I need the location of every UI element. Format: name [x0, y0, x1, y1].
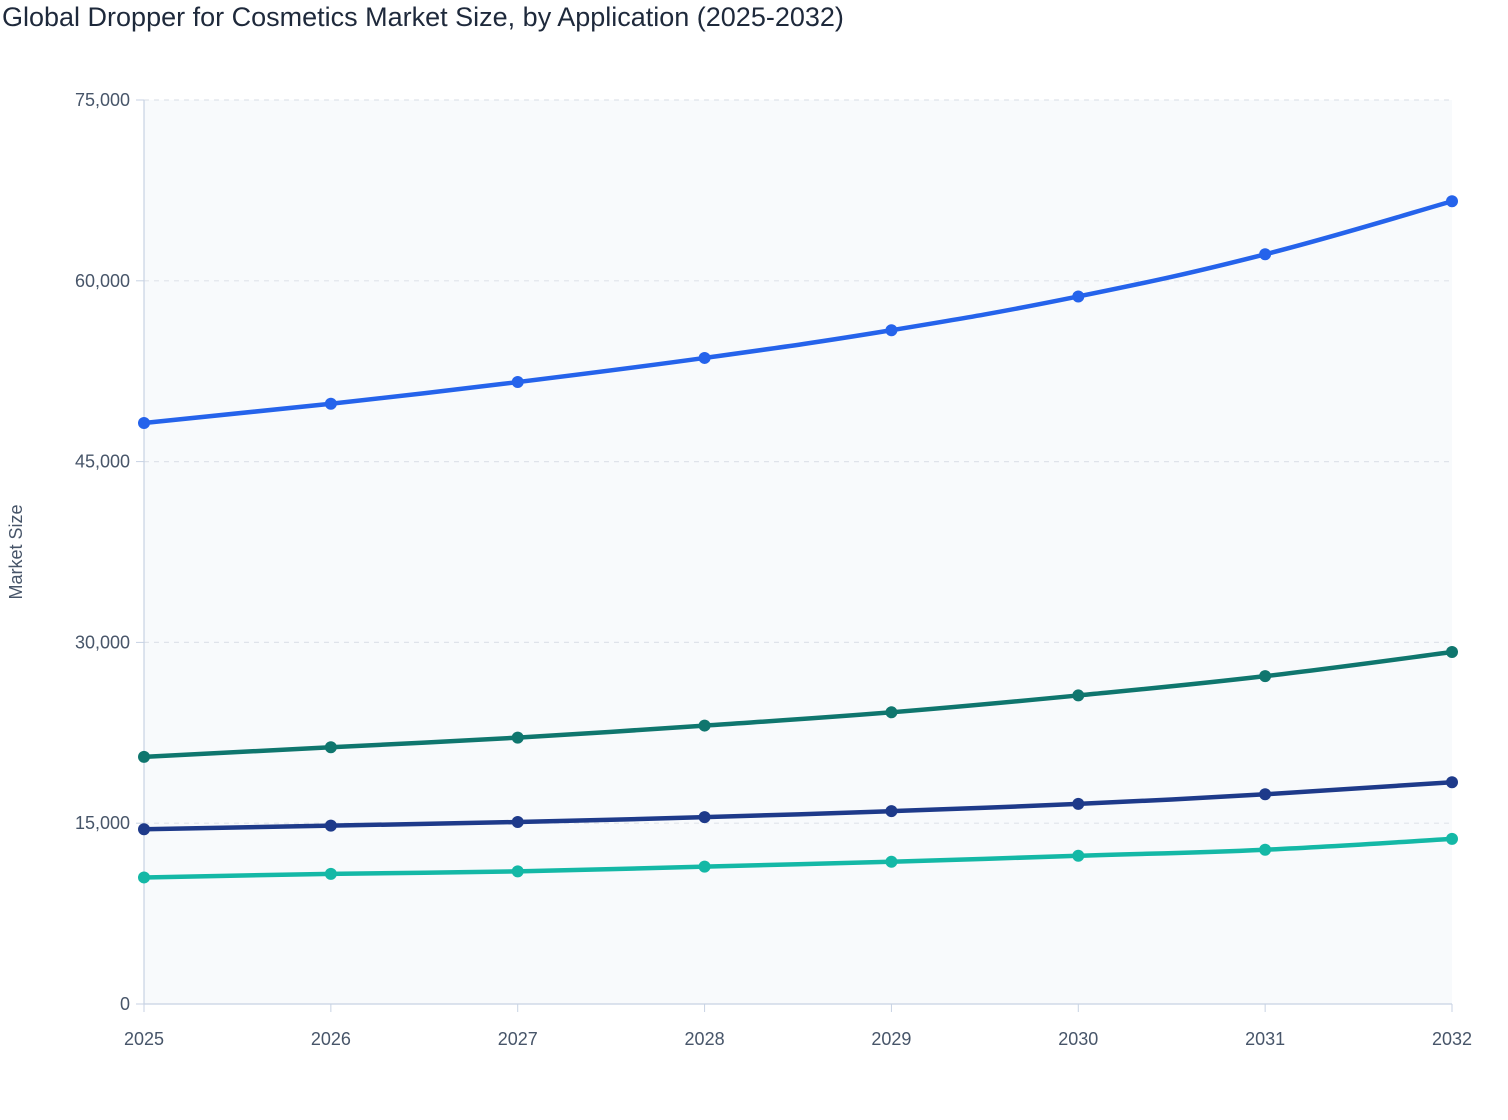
- data-point: [324, 867, 337, 880]
- x-tick-label: 2032: [1432, 1029, 1472, 1049]
- series-2: [138, 646, 1458, 763]
- data-point: [324, 397, 337, 410]
- y-tick-label: 45,000: [75, 452, 130, 472]
- y-tick-label: 15,000: [75, 813, 130, 833]
- data-point: [698, 719, 711, 732]
- data-point: [1446, 646, 1458, 659]
- data-point: [511, 376, 524, 389]
- x-tick-label: 2026: [311, 1029, 351, 1049]
- y-tick-label: 30,000: [75, 632, 130, 652]
- data-point: [324, 819, 337, 832]
- data-point: [1072, 290, 1085, 303]
- series-line: [141, 836, 1455, 880]
- data-point: [324, 741, 337, 754]
- data-point: [511, 815, 524, 828]
- axes: 0 15,000 30,000 45,000 60,000 75,000 2025 2026 2…: [75, 90, 1472, 1049]
- data-point: [138, 823, 150, 836]
- data-point: [1072, 849, 1085, 862]
- data-point: [885, 706, 898, 719]
- data-point: [511, 865, 524, 878]
- data-point: [1259, 843, 1272, 856]
- x-tick-label: 2030: [1058, 1029, 1098, 1049]
- series-4: [138, 832, 1458, 884]
- data-point: [1259, 670, 1272, 683]
- data-point: [1072, 689, 1085, 702]
- data-point: [1446, 195, 1458, 208]
- x-tick-label: 2025: [124, 1029, 164, 1049]
- data-point: [511, 731, 524, 744]
- y-axis-title: Market Size: [6, 504, 26, 599]
- series-line: [141, 649, 1455, 760]
- series-line: [141, 779, 1455, 832]
- series-layer: [138, 195, 1458, 884]
- y-tick-label: 75,000: [75, 90, 130, 110]
- data-point: [1446, 776, 1458, 789]
- data-point: [138, 750, 150, 763]
- data-point: [1446, 832, 1458, 845]
- series-line: [141, 198, 1455, 426]
- plot-area: [144, 100, 1452, 1004]
- data-point: [885, 324, 898, 337]
- series-3: [138, 776, 1458, 836]
- data-point: [138, 871, 150, 884]
- y-tick-label: 60,000: [75, 271, 130, 291]
- data-point: [698, 351, 711, 364]
- series-1: [138, 195, 1458, 430]
- x-tick-label: 2031: [1245, 1029, 1285, 1049]
- data-point: [1259, 248, 1272, 261]
- data-point: [885, 805, 898, 818]
- data-point: [885, 855, 898, 868]
- x-tick-label: 2027: [498, 1029, 538, 1049]
- chart-title: Global Dropper for Cosmetics Market Size…: [2, 2, 844, 32]
- data-point: [138, 417, 150, 430]
- data-point: [698, 860, 711, 873]
- data-point: [1259, 788, 1272, 801]
- data-point: [1072, 797, 1085, 810]
- data-point: [698, 811, 711, 824]
- gridlines: [144, 99, 1452, 824]
- y-tick-label: 0: [120, 994, 130, 1014]
- x-tick-label: 2029: [871, 1029, 911, 1049]
- x-tick-label: 2028: [685, 1029, 725, 1049]
